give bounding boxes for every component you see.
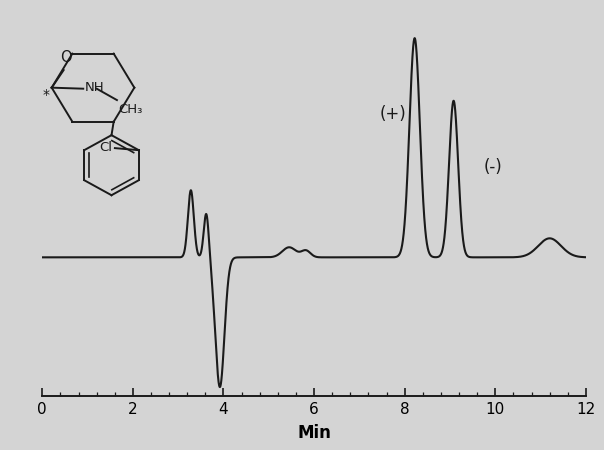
Text: (-): (-)	[484, 158, 503, 176]
Text: Cl: Cl	[99, 140, 112, 153]
Text: NH: NH	[85, 81, 104, 94]
X-axis label: Min: Min	[297, 423, 331, 441]
Text: CH₃: CH₃	[118, 103, 143, 116]
Text: *: *	[43, 88, 50, 102]
Text: (+): (+)	[380, 105, 406, 123]
Text: O: O	[60, 50, 72, 65]
